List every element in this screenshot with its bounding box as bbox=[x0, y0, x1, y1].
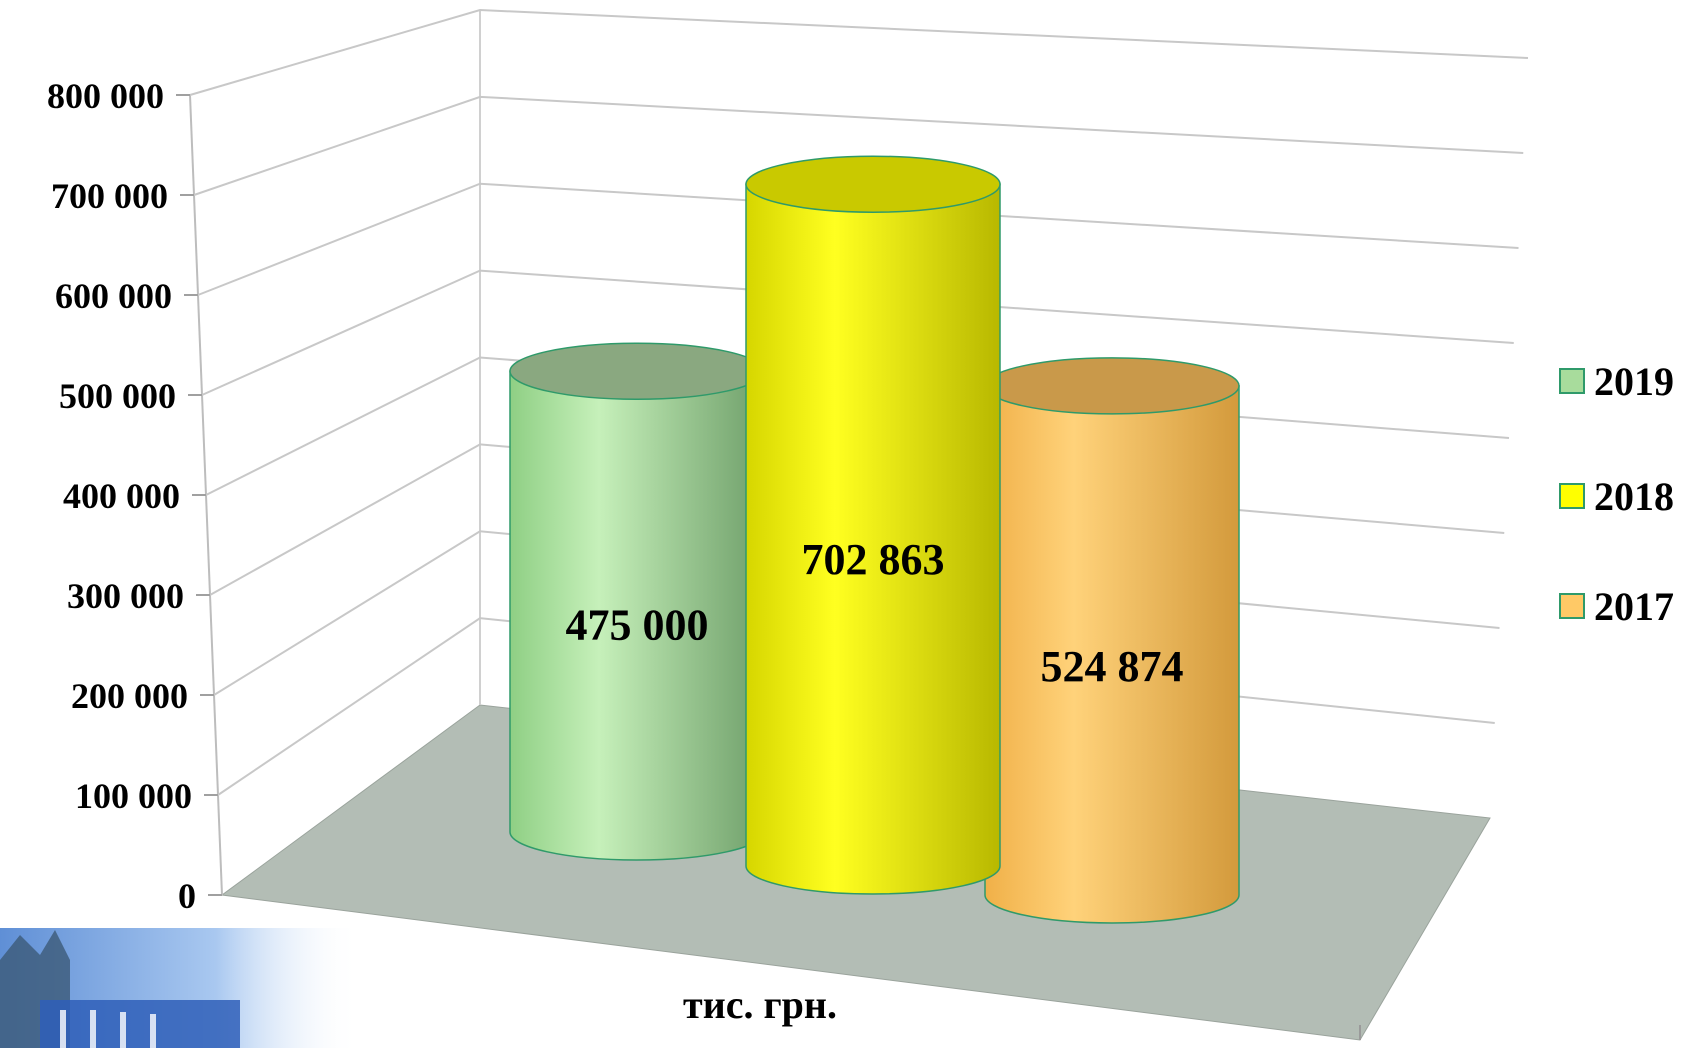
legend: 2019 2018 2017 bbox=[1559, 359, 1674, 629]
y-tick-label: 100 000 bbox=[75, 776, 192, 816]
bar-2018 bbox=[745, 155, 1001, 895]
bar-body bbox=[984, 385, 1240, 924]
legend-label: 2018 bbox=[1594, 474, 1674, 519]
legend-swatch bbox=[1559, 368, 1585, 394]
y-tick-label: 200 000 bbox=[71, 676, 188, 716]
gridline bbox=[193, 95, 1524, 196]
y-tick-label: 600 000 bbox=[55, 276, 172, 316]
bar-2019 bbox=[509, 342, 765, 861]
y-tick-label: 400 000 bbox=[63, 476, 180, 516]
gridline bbox=[197, 182, 1519, 296]
legend-item-2018: 2018 bbox=[1559, 474, 1674, 519]
y-tick-label: 0 bbox=[178, 876, 196, 916]
y-tick-label: 800 000 bbox=[47, 76, 164, 116]
bar-top bbox=[984, 357, 1240, 415]
y-tick-label: 700 000 bbox=[51, 176, 168, 216]
legend-label: 2017 bbox=[1594, 584, 1674, 629]
legend-item-2017: 2017 bbox=[1559, 584, 1674, 629]
legend-swatch bbox=[1559, 593, 1585, 619]
gridline bbox=[189, 8, 1529, 96]
bar-body bbox=[745, 183, 1001, 895]
data-labels: 475 000 524 874 702 863 bbox=[566, 535, 1184, 691]
legend-item-2019: 2019 bbox=[1559, 359, 1674, 404]
data-label-2019: 475 000 bbox=[566, 601, 709, 650]
gridline bbox=[201, 269, 1514, 396]
y-axis: 0 100 000 200 000 300 000 400 000 500 000 600 … bbox=[47, 76, 196, 916]
bar-top bbox=[509, 342, 765, 400]
data-label-2017: 524 874 bbox=[1041, 642, 1184, 691]
y-tick-label: 500 000 bbox=[59, 376, 176, 416]
data-label-2018: 702 863 bbox=[802, 535, 945, 584]
x-axis-label: тис. грн. bbox=[683, 982, 837, 1027]
decorative-corner-image bbox=[0, 928, 360, 1048]
bar-2017 bbox=[984, 357, 1240, 924]
bar-top bbox=[745, 155, 1001, 213]
y-tick-label: 300 000 bbox=[67, 576, 184, 616]
bars bbox=[509, 155, 1240, 924]
legend-swatch bbox=[1559, 483, 1585, 509]
legend-label: 2019 bbox=[1594, 359, 1674, 404]
